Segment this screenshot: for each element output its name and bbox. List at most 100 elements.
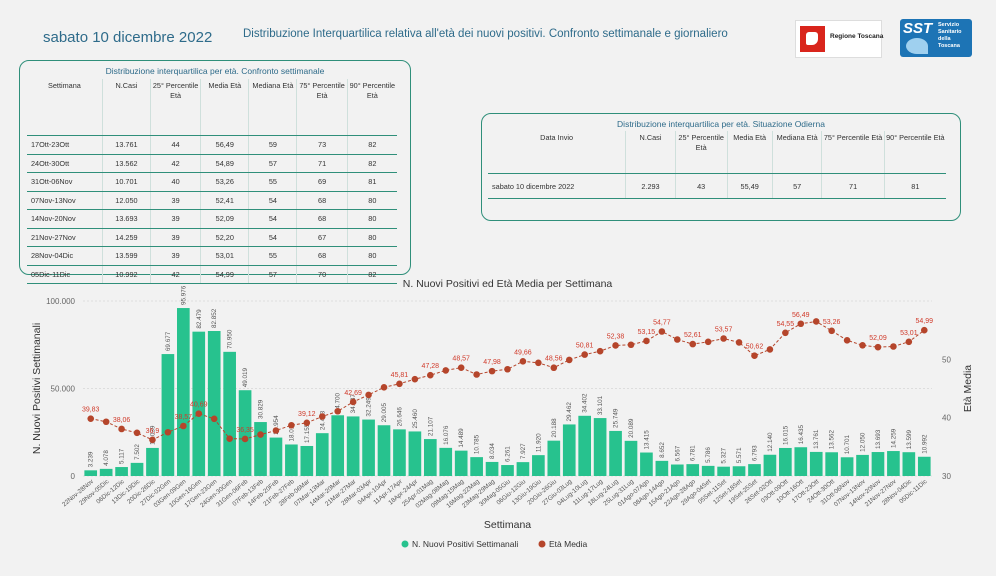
table-cell: 55,49 <box>726 173 773 199</box>
age-point <box>427 371 434 379</box>
bar <box>655 460 669 476</box>
y-tick-label: 100.000 <box>46 297 75 306</box>
bar <box>207 331 221 476</box>
chart-title: N. Nuovi Positivi ed Età Media per Setti… <box>403 278 613 290</box>
bar-label: 11.920 <box>535 433 542 452</box>
page-title: Distribuzione Interquartilica relativa a… <box>243 28 728 40</box>
column-header: N.Casi <box>101 79 151 136</box>
age-label: 40,69 <box>190 402 208 409</box>
weekly-table-panel: Distribuzione interquartilica per età. C… <box>19 60 411 284</box>
bar-label: 24.473 <box>319 410 326 430</box>
age-point <box>164 428 172 436</box>
table-cell: 80 <box>346 209 397 229</box>
bar <box>192 331 206 476</box>
bar <box>748 464 761 476</box>
bar-label: 20.089 <box>628 418 635 438</box>
age-point <box>180 422 187 430</box>
bar-label: 34.402 <box>582 393 589 413</box>
age-point <box>643 337 650 345</box>
bar <box>300 445 314 476</box>
age-label: 48,57 <box>452 356 470 363</box>
table-cell: 54 <box>248 228 297 247</box>
bar <box>779 447 792 476</box>
bar <box>223 351 236 476</box>
bar-label: 6.793 <box>751 445 758 461</box>
age-point <box>133 429 141 437</box>
age-point <box>365 391 372 399</box>
table-cell: 42 <box>149 154 201 173</box>
bar-label: 32.249 <box>366 397 373 417</box>
bar <box>377 425 391 476</box>
table-cell: 55 <box>248 172 297 192</box>
bar-label: 14.259 <box>890 428 897 448</box>
y2-tick-label: 30 <box>942 472 951 481</box>
age-point <box>874 343 882 351</box>
age-point <box>674 336 681 343</box>
table-cell: 39 <box>149 228 201 247</box>
table-cell: 05Dic-11Dic <box>27 265 103 284</box>
table-cell: 73 <box>296 135 348 155</box>
bar <box>686 464 700 476</box>
bar <box>254 422 267 476</box>
bar-label: 17.155 <box>304 423 311 443</box>
table-cell: 81 <box>346 172 397 192</box>
bar <box>115 467 128 476</box>
bar-label: 18.010 <box>288 422 295 442</box>
column-header: Media Età <box>726 131 773 174</box>
age-point <box>519 358 527 365</box>
bar <box>917 456 931 476</box>
bar <box>624 440 638 476</box>
table-cell: 55 <box>248 246 297 266</box>
table-cell: 53,26 <box>200 172 249 192</box>
bar <box>454 450 468 476</box>
column-header: 25° Percentile Età <box>149 79 201 136</box>
bar-label: 82.479 <box>196 309 203 329</box>
bar-label: 29.462 <box>566 402 573 422</box>
age-point <box>890 343 897 350</box>
table-row: 21Nov-27Nov 14.259 39 52,20 54 67 80 <box>27 228 397 247</box>
bar <box>130 462 144 476</box>
bar <box>393 429 406 476</box>
table-cell: 54 <box>248 191 297 210</box>
bar-label: 5.571 <box>736 447 743 463</box>
table-cell: 10.992 <box>101 265 151 284</box>
table-cell: 39 <box>149 246 201 266</box>
age-label: 53,57 <box>715 327 733 334</box>
bar <box>146 447 159 476</box>
age-label: 52,61 <box>684 332 702 339</box>
age-label: 38,06 <box>113 417 131 424</box>
age-point <box>735 339 743 346</box>
bird-icon <box>906 38 928 54</box>
bar-label: 7.502 <box>134 444 141 460</box>
bar <box>315 433 329 476</box>
column-header: Mediana Età <box>771 131 822 174</box>
age-point <box>797 320 805 328</box>
bar-label: 16.435 <box>798 424 805 444</box>
age-point <box>396 380 403 388</box>
age-point <box>751 352 758 360</box>
age-label: 53,15 <box>638 329 656 336</box>
column-header: Mediana Età <box>248 79 297 136</box>
bar-label: 95.976 <box>180 285 187 305</box>
table-cell: 68 <box>296 246 348 266</box>
table-cell: 53,01 <box>200 246 249 266</box>
age-label: 42,69 <box>344 390 362 397</box>
table-cell: 39 <box>149 209 201 229</box>
table-cell: 31Ott-06Nov <box>27 172 103 192</box>
table-cell: 70 <box>296 265 348 284</box>
weekly-table: Settimana N.Casi 25° Percentile Età Media E… <box>27 79 397 284</box>
table-cell: 52,41 <box>200 191 249 210</box>
bar-label: 13.599 <box>906 429 913 449</box>
bar-label: 5.117 <box>119 448 126 464</box>
age-point <box>334 407 342 415</box>
age-point <box>565 356 573 364</box>
bar-label: 16.015 <box>782 425 789 445</box>
bar <box>362 419 375 476</box>
bar <box>547 440 561 476</box>
table-cell: 14.259 <box>101 228 151 247</box>
table-cell: 13.693 <box>101 209 151 229</box>
bar <box>717 466 730 476</box>
legend-marker-bars <box>401 540 409 548</box>
age-point <box>905 338 913 346</box>
bar-label: 6.781 <box>690 445 697 461</box>
